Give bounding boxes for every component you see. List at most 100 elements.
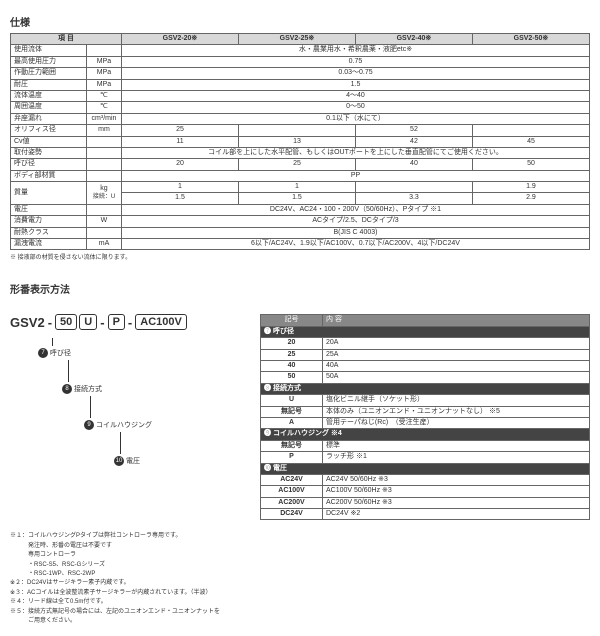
opt-desc: AC200V 50/60Hz ※3 (323, 497, 590, 508)
opt-code: AC200V (261, 497, 323, 508)
spec-row-val: 25 (121, 125, 238, 136)
spec-row-unit: W (86, 216, 121, 227)
spec-row-label: 作動圧力範囲 (11, 68, 87, 79)
opt-code: 無記号 (261, 440, 323, 451)
opt-group-title: ❽ 接続方式 (261, 383, 590, 394)
mass-unit: kg接続：U (86, 182, 121, 205)
mass-label: 質量 (11, 182, 87, 205)
opt-code: A (261, 417, 323, 428)
spec-row-unit (86, 204, 121, 215)
note-line: ・RSC-1WP、RSC-2WP (10, 570, 590, 578)
spec-row-val: 6以下/AC24V、1.9以下/AC100V、0.7以下/AC200V、4以下/… (121, 239, 589, 250)
opt-code: AC100V (261, 486, 323, 497)
spec-row-val: 20 (121, 159, 238, 170)
opt-group-title: ❼ 呼び径 (261, 326, 590, 337)
spec-row-label: 呼び径 (11, 159, 87, 170)
spec-row-label: Cv値 (11, 136, 87, 147)
spec-row-val: 40 (355, 159, 472, 170)
note-line: 発注時、形番の電圧は不要です (10, 542, 590, 550)
note-line: 専用コントローラ (10, 551, 590, 559)
opt-desc: 25A (323, 349, 590, 360)
opt-group-title: ❾ コイルハウジング ※4 (261, 429, 590, 440)
spec-row-label: 取付姿勢 (11, 147, 87, 158)
spec-row-unit (86, 136, 121, 147)
opt-code: 50 (261, 372, 323, 383)
mass-val: 2.9 (472, 193, 589, 204)
mass-val: 3.3 (355, 193, 472, 204)
spec-row-val: ACタイプ/2.5、DCタイプ/3 (121, 216, 589, 227)
opt-code: DC24V (261, 509, 323, 520)
spec-footnote: ※ 接液部の材質を侵さない流体に限ります。 (10, 252, 590, 261)
spec-row-unit (86, 159, 121, 170)
note-line: ご用意ください。 (10, 617, 590, 625)
model-p1: 50 (55, 314, 77, 330)
spec-row-val: 45 (472, 136, 589, 147)
opt-desc: ラッチ形 ※1 (323, 452, 590, 463)
opt-desc: AC100V 50/60Hz ※3 (323, 486, 590, 497)
mass-val: 1 (121, 182, 238, 193)
lbl-c: コイルハウジング (96, 420, 152, 430)
spec-row-label: 耐圧 (11, 79, 87, 90)
opt-desc: 塩化ビニル継手（ソケット形） (323, 395, 590, 406)
spec-row-val: 13 (238, 136, 355, 147)
lbl-d: 電圧 (126, 456, 140, 466)
note-line: ※１：コイルハウジングPタイプは弊社コントローラ専用です。 (10, 532, 590, 540)
lbl-a: 呼び径 (50, 348, 71, 358)
spec-row-unit: MPa (86, 68, 121, 79)
lbl-b: 接続方式 (74, 384, 102, 394)
spec-row-val (238, 125, 355, 136)
opt-desc: DC24V ※2 (323, 509, 590, 520)
spec-row-val: PP (121, 170, 589, 181)
spec-row-unit: mA (86, 239, 121, 250)
h-m1: GSV2-20※ (121, 34, 238, 45)
model-p2: U (79, 314, 97, 330)
spec-row-label: 流体温度 (11, 90, 87, 101)
spec-row-val: 52 (355, 125, 472, 136)
spec-row-label: オリフィス径 (11, 125, 87, 136)
spec-row-unit: MPa (86, 56, 121, 67)
spec-row-unit: MPa (86, 79, 121, 90)
spec-row-unit: cm³/min (86, 113, 121, 124)
spec-row-unit: ℃ (86, 90, 121, 101)
spec-row-val: 1.5 (121, 79, 589, 90)
spec-row-val: 0.1以下（水にて） (121, 113, 589, 124)
opt-code: 無記号 (261, 406, 323, 417)
spec-row-label: ボディ部材質 (11, 170, 87, 181)
spec-row-val: コイル部を上にした水平配管、もしくはOUTポートを上にした垂直配管にてご使用くだ… (121, 147, 589, 158)
spec-row-val: 4～40 (121, 90, 589, 101)
spec-row-unit: mm (86, 125, 121, 136)
spec-row-label: 電圧 (11, 204, 87, 215)
opt-code: 40 (261, 360, 323, 371)
model-prefix: GSV2 (10, 315, 45, 330)
spec-row-val: 42 (355, 136, 472, 147)
model-diagram: GSV2 - 50 U - P - AC100V 7呼び径 8接続方式 9コイル… (10, 314, 240, 520)
footnotes: ※１：コイルハウジングPタイプは弊社コントローラ専用です。 発注時、形番の電圧は… (10, 532, 590, 625)
mass-val: 1.5 (238, 193, 355, 204)
model-p3: P (108, 314, 125, 330)
spec-row-val: B(JIS C 4003) (121, 227, 589, 238)
mass-val: 1.9 (472, 182, 589, 193)
model-title: 形番表示方法 (10, 281, 590, 296)
note-line: ・RSC-S5、RSC-Gシリーズ (10, 561, 590, 569)
spec-table: 項 目 GSV2-20※ GSV2-25※ GSV2-40※ GSV2-50※ … (10, 33, 590, 250)
opt-desc: 20A (323, 338, 590, 349)
options-table: 記号 内 容 ❼ 呼び径2020A2525A4040A5050A❽ 接続方式U塩… (260, 314, 590, 520)
spec-row-label: 使用流体 (11, 45, 87, 56)
opt-desc: 50A (323, 372, 590, 383)
spec-row-val: 50 (472, 159, 589, 170)
opt-desc: AC24V 50/60Hz ※3 (323, 474, 590, 485)
mass-val: 1.5 (121, 193, 238, 204)
h-item: 項 目 (11, 34, 122, 45)
opt-h2: 内 容 (323, 315, 590, 326)
h-m2: GSV2-25※ (238, 34, 355, 45)
note-line: ※５：接続方式無記号の場合には、左記のユニオンエンド・ユニオンナットを (10, 608, 590, 616)
opt-code: 25 (261, 349, 323, 360)
mass-val (355, 182, 472, 193)
spec-title: 仕様 (10, 14, 590, 29)
h-m3: GSV2-40※ (355, 34, 472, 45)
opt-group-title: ❿ 電圧 (261, 463, 590, 474)
spec-row-unit: ℃ (86, 102, 121, 113)
opt-desc: 40A (323, 360, 590, 371)
spec-row-unit (86, 170, 121, 181)
note-line: ※４：リード線は全て0.5m付です。 (10, 598, 590, 606)
